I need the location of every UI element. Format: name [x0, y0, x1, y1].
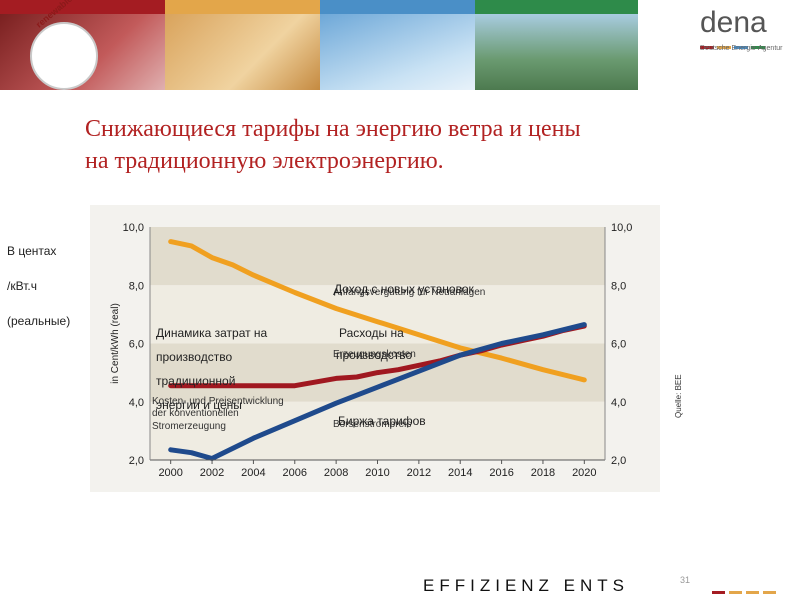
dena-logo-box [638, 0, 800, 90]
tariff-chart-svg: 2000 2002 2004 2006 2008 2010 2012 2014 2016 2018… [90, 205, 660, 492]
banner-strip-orange [165, 0, 320, 14]
banner-photo-wind [320, 14, 475, 90]
y-tick-label-left-1: 4,0 [129, 397, 144, 409]
x-tick-label-2002: 2002 [200, 467, 224, 479]
banner-strip-blue [320, 0, 475, 14]
units-label-line-1: В центах [7, 244, 57, 258]
x-tick-label-2008: 2008 [324, 467, 348, 479]
y-tick-label-right-3: 8,0 [611, 280, 626, 292]
slide-title-line-1: Снижающиеся тарифы на энергию ветра и це… [85, 116, 581, 142]
footer-dashes [712, 581, 780, 599]
label-income-new: Доход с новых установок [334, 282, 474, 296]
chart-label-dynamics-de-2: der konventionellen [152, 408, 239, 419]
y-tick-label-right-1: 4,0 [611, 397, 626, 409]
dena-logo-subtitle: Deutsche Energie-Agentur [700, 45, 783, 52]
page-number: 31 [680, 575, 691, 585]
y-tick-label-right-2: 6,0 [611, 339, 626, 351]
chart-label-dynamics-de-3: Stromerzeugung [152, 421, 226, 432]
renewables-logo [30, 22, 98, 90]
y-tick-label-right-4: 10,0 [611, 222, 632, 234]
units-label-line-3: (реальные) [7, 314, 71, 328]
banner-photo-biogas [475, 14, 640, 90]
chart-label-exchange-de: Börsenstrompreis [333, 419, 411, 430]
x-tick-label-2014: 2014 [448, 467, 472, 479]
source-label: Quelle: BEE [674, 374, 683, 418]
label-dynamics-line-2: производство [156, 350, 233, 364]
x-tick-label-2004: 2004 [241, 467, 265, 479]
y-tick-label-left-3: 8,0 [129, 280, 144, 292]
label-production-costs-line-1: Расходы на [339, 326, 404, 340]
banner-photo-field [165, 14, 320, 90]
chart-label-dynamics-de-1: Kosten- und Preisentwicklung [152, 396, 284, 407]
series-line-3 [168, 322, 587, 461]
x-tick-label-2016: 2016 [489, 467, 513, 479]
chart-label-production-costs-de: Erzeugungskosten [333, 349, 416, 360]
series-line-1 [168, 239, 587, 383]
chart-band-1 [150, 227, 605, 286]
tariff-chart: 2000 2002 2004 2006 2008 2010 2012 2014 2016 2018… [90, 205, 660, 492]
banner-strip-green [475, 0, 640, 14]
x-tick-label-2006: 2006 [283, 467, 307, 479]
label-production-costs-line-2: производство [336, 348, 413, 362]
x-tick-label-2000: 2000 [158, 467, 182, 479]
x-tick-label-2012: 2012 [407, 467, 431, 479]
chart-band-2 [150, 285, 605, 344]
label-dynamics-line-3: традиционной [156, 374, 236, 388]
x-tick-label-2020: 2020 [572, 467, 596, 479]
banner-strip-red [0, 0, 165, 14]
dena-logo: dena [700, 6, 767, 39]
label-exchange: Биржа тарифов [338, 414, 426, 428]
y-axis-label: in Cent/kWh (real) [110, 303, 121, 384]
y-tick-label-left-4: 10,0 [123, 222, 144, 234]
label-dynamics-line-1: Динамика затрат на [156, 326, 268, 340]
x-tick-label-2010: 2010 [365, 467, 389, 479]
header-banner: renewables [0, 0, 800, 90]
footer-text: EFFIZIENZ ENTS [423, 576, 629, 595]
dena-logo-dashes [700, 36, 768, 54]
label-dynamics-line-4: энергии и цены [156, 398, 242, 412]
slide-title-line-2: на традиционную электроэнергию. [85, 148, 444, 174]
x-tick-label-2018: 2018 [531, 467, 555, 479]
y-tick-label-right-0: 2,0 [611, 455, 626, 467]
y-tick-label-left-0: 2,0 [129, 455, 144, 467]
slide-title: Снижающиеся тарифы на энергию ветра и це… [85, 113, 765, 177]
y-tick-label-left-2: 6,0 [129, 339, 144, 351]
chart-label-income-new-de: Anfangsvergütung für Neuanlagen [333, 287, 485, 298]
units-label-line-2: /кВт.ч [7, 279, 37, 293]
